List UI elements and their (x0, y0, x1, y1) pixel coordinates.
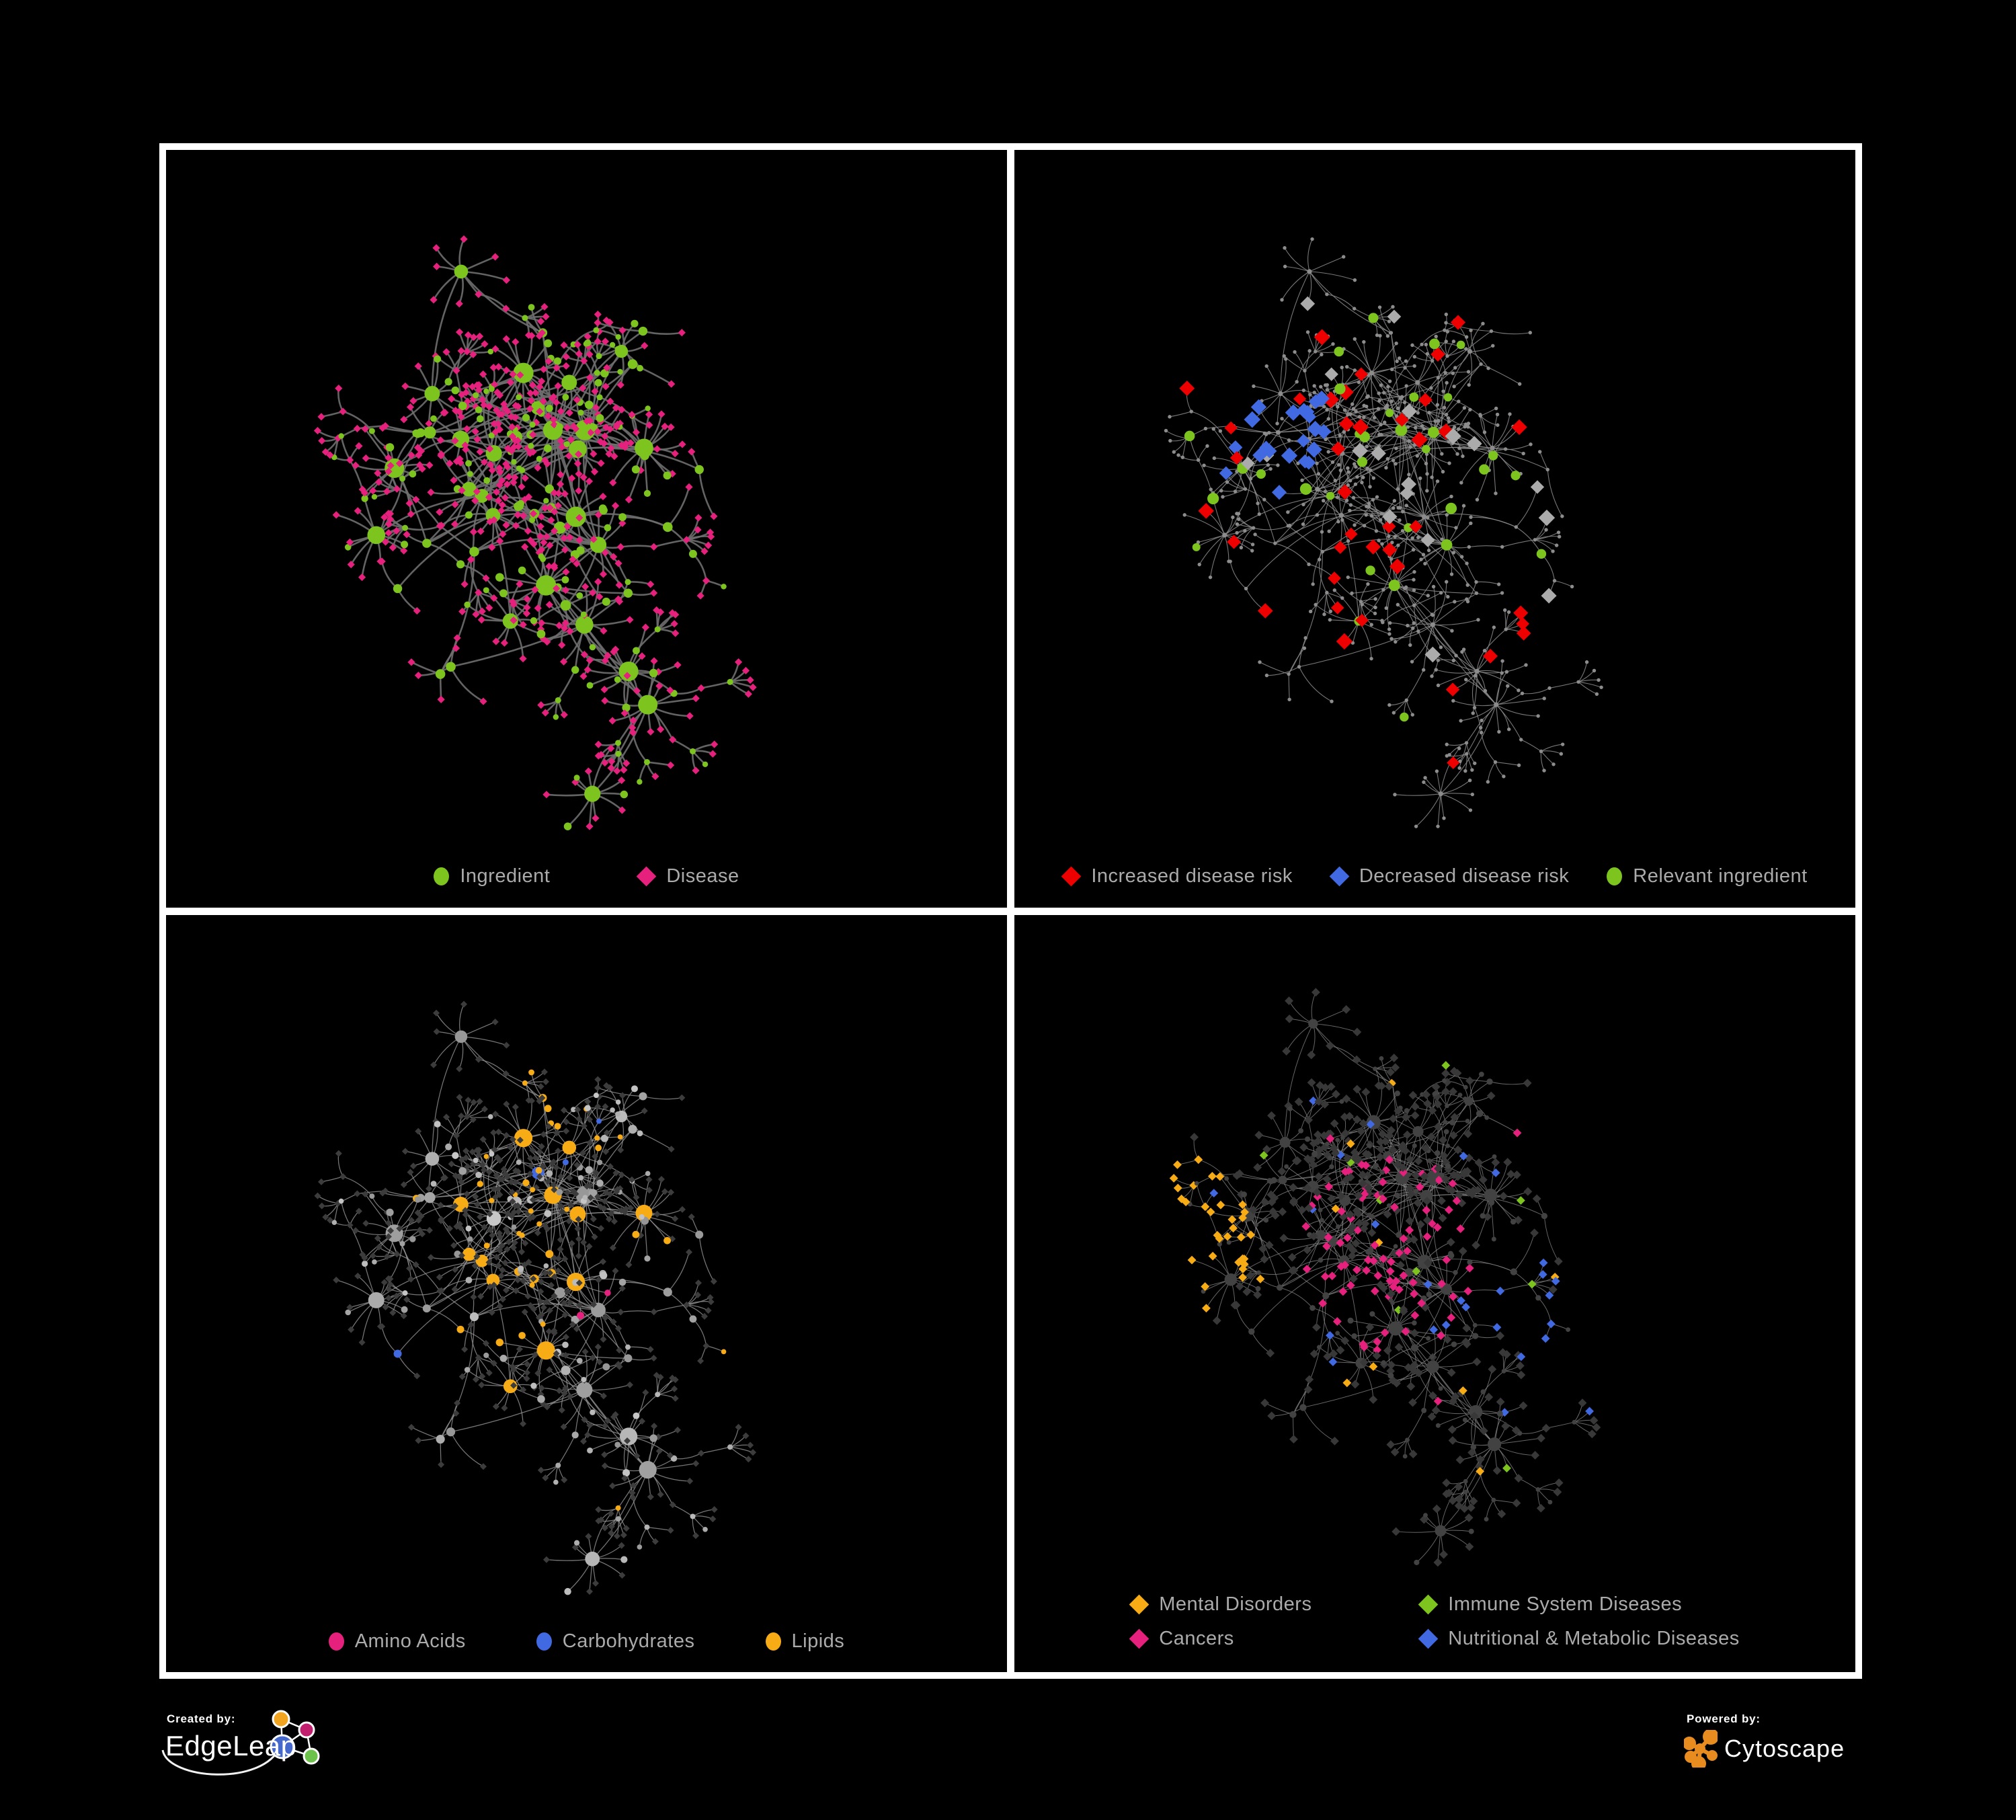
network-disease-categories (1014, 915, 1855, 1572)
legend-label: Ingredient (460, 865, 551, 887)
circle-marker (1607, 867, 1623, 885)
legend-macronutrients: Amino Acids Carbohydrates Lipids (166, 1610, 1007, 1672)
edgeleap-wordmark: EdgeLeap (165, 1730, 297, 1762)
created-by-label: Created by: (167, 1712, 236, 1725)
network-graph-ingredient-disease (313, 235, 757, 830)
circle-marker (434, 867, 450, 885)
network-graph-disease-risk (1164, 237, 1603, 828)
legend-label: Carbohydrates (562, 1630, 695, 1652)
legend-label: Immune System Diseases (1448, 1593, 1683, 1615)
diamond-marker (1061, 866, 1082, 887)
legend-item: Carbohydrates (536, 1630, 695, 1653)
network-graph-disease-categories (1169, 987, 1601, 1567)
legend-label: Cancers (1159, 1628, 1234, 1649)
legend-item: Disease (637, 865, 739, 887)
edgeleap-node-blue (270, 1734, 295, 1759)
legend-item: Mental Disorders (1129, 1593, 1392, 1616)
created-by-block: Created by: EdgeLeap (161, 1698, 484, 1812)
cytoscape-wordmark: Cytoscape (1724, 1735, 1845, 1762)
network-macronutrients (166, 915, 1007, 1611)
cytoscape-logo-row: Cytoscape (1684, 1730, 1845, 1768)
panel-macronutrients: Amino Acids Carbohydrates Lipids (166, 914, 1007, 1672)
legend-disease-categories: Mental Disorders Immune System Diseases Ca… (1014, 1571, 1855, 1672)
legend-item: Cancers (1129, 1628, 1392, 1650)
legend-item: Ingredient (434, 865, 550, 887)
legend-label: Disease (666, 865, 739, 887)
legend-label: Decreased disease risk (1359, 865, 1570, 887)
diamond-marker (1329, 866, 1350, 887)
legend-label: Mental Disorders (1159, 1593, 1312, 1615)
edgeleap-node-magenta (298, 1721, 315, 1739)
edgeleap-node-orange (272, 1710, 290, 1729)
edgeleap-node-green (303, 1747, 320, 1765)
powered-by-label: Powered by: (1687, 1712, 1761, 1725)
diamond-marker (637, 866, 657, 887)
legend-item: Relevant ingredient (1607, 865, 1807, 887)
circle-marker (328, 1632, 344, 1651)
legend-item: Immune System Diseases (1418, 1593, 1739, 1616)
cytoscape-logo-icon (1684, 1730, 1718, 1768)
diamond-marker (1418, 1594, 1439, 1615)
legend-label: Increased disease risk (1091, 865, 1293, 887)
legend-item: Amino Acids (328, 1630, 466, 1653)
legend-label: Nutritional & Metabolic Diseases (1448, 1628, 1740, 1649)
network-ingredient-disease (166, 150, 1007, 846)
diamond-marker (1129, 1628, 1150, 1649)
legend-label: Relevant ingredient (1633, 865, 1808, 887)
legend-item: Nutritional & Metabolic Diseases (1418, 1628, 1740, 1650)
legend-label: Amino Acids (354, 1630, 466, 1652)
legend-item: Lipids (765, 1630, 845, 1653)
panel-ingredient-disease: Ingredient Disease (166, 150, 1007, 908)
legend-ingredient-disease: Ingredient Disease (166, 846, 1007, 908)
circle-marker (536, 1632, 552, 1651)
edgeleap-logo-icon (161, 1710, 320, 1776)
network-disease-risk (1014, 150, 1855, 846)
legend-item: Increased disease risk (1061, 865, 1293, 887)
figure-frame: Ingredient Disease Increased disease risk… (159, 143, 1862, 1679)
network-graph-macronutrients (314, 1000, 757, 1595)
panel-disease-risk: Increased disease risk Decreased disease … (1014, 150, 1855, 908)
circle-marker (765, 1632, 781, 1651)
diamond-marker (1129, 1594, 1150, 1615)
diamond-marker (1418, 1628, 1439, 1649)
edgeleap-swoosh (161, 1747, 281, 1776)
powered-by-block: Powered by: Cytoscape (1684, 1704, 1912, 1792)
panel-disease-categories: Mental Disorders Immune System Diseases Ca… (1014, 914, 1855, 1672)
legend-label: Lipids (791, 1630, 845, 1652)
legend-item: Decreased disease risk (1329, 865, 1570, 887)
legend-disease-risk: Increased disease risk Decreased disease … (1014, 846, 1855, 908)
